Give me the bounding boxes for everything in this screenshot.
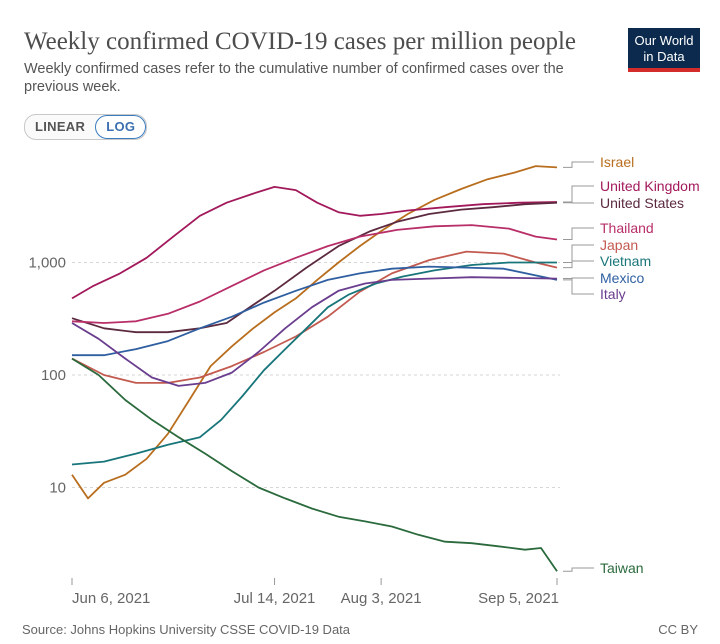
chart-title: Weekly confirmed COVID-19 cases per mill… <box>24 28 576 55</box>
label-connector <box>563 161 594 168</box>
series-label-italy[interactable]: Italy <box>600 286 626 302</box>
series-line-mexico[interactable] <box>72 265 558 357</box>
x-tick-label: Jul 14, 2021 <box>234 590 316 607</box>
log-scale-button[interactable]: LOG <box>95 115 147 139</box>
series-label-thailand[interactable]: Thailand <box>600 220 654 236</box>
x-tick-label: Sep 5, 2021 <box>478 590 559 607</box>
series-line-japan[interactable] <box>71 250 558 384</box>
y-axis: 10 100 1,000 <box>28 255 66 497</box>
series-line-taiwan[interactable] <box>71 357 558 572</box>
logo-line-2: in Data <box>643 49 685 64</box>
series-line-israel[interactable] <box>71 165 558 500</box>
source-note[interactable]: Source: Johns Hopkins University CSSE CO… <box>22 622 351 637</box>
linear-scale-button[interactable]: LINEAR <box>35 119 86 134</box>
label-connector <box>563 227 594 241</box>
y-tick-label: 10 <box>49 480 66 497</box>
chart-subtitle: Weekly confirmed cases refer to the cumu… <box>24 61 564 95</box>
series-label-mexico[interactable]: Mexico <box>600 270 645 286</box>
x-tick-label: Aug 3, 2021 <box>341 590 422 607</box>
y-tick-label: 100 <box>41 367 66 384</box>
label-connector <box>563 244 594 269</box>
label-connector <box>563 567 594 572</box>
series-line-united-states[interactable] <box>71 201 558 334</box>
series-label-japan[interactable]: Japan <box>600 237 638 253</box>
label-connector <box>563 278 594 295</box>
series-label-united-kingdom[interactable]: United Kingdom <box>600 178 700 194</box>
label-connector <box>563 260 594 263</box>
series-label-united-states[interactable]: United States <box>600 195 684 211</box>
series-line-thailand[interactable] <box>71 224 558 324</box>
series-lines <box>71 165 558 572</box>
logo-line-1: Our World <box>634 33 694 48</box>
series-label-israel[interactable]: Israel <box>600 154 634 170</box>
license-link[interactable]: CC BY <box>658 622 698 637</box>
scale-toggle: LINEAR LOG <box>24 114 148 140</box>
grid-lines <box>72 262 560 488</box>
x-axis: Jun 6, 2021 Jul 14, 2021 Aug 3, 2021 Sep 5,… <box>71 578 559 607</box>
series-line-united-kingdom[interactable] <box>71 186 558 300</box>
y-tick-label: 1,000 <box>28 255 66 272</box>
series-line-italy[interactable] <box>71 276 558 387</box>
label-connector <box>563 185 594 203</box>
series-label-taiwan[interactable]: Taiwan <box>600 560 644 576</box>
x-tick-label: Jun 6, 2021 <box>72 590 150 607</box>
owid-logo[interactable]: Our World in Data <box>628 28 700 72</box>
series-line-vietnam[interactable] <box>71 261 557 466</box>
series-label-vietnam[interactable]: Vietnam <box>600 253 651 269</box>
